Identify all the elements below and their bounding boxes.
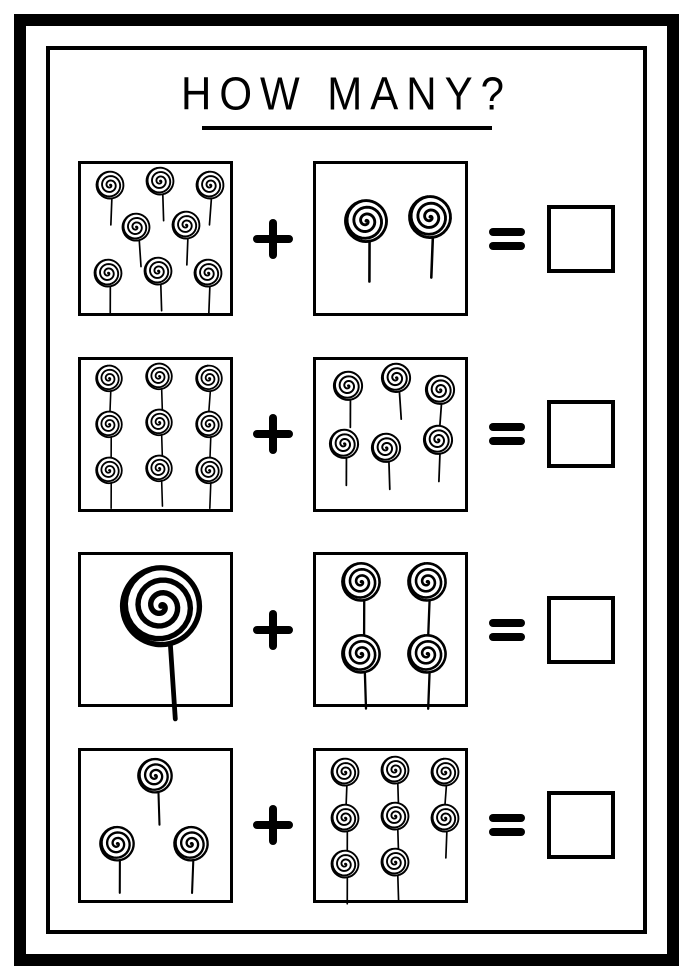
outer-frame: HOW MANY? bbox=[14, 14, 679, 966]
lollipop-icon bbox=[139, 454, 179, 513]
page-title: HOW MANY? bbox=[181, 68, 512, 121]
equals-icon bbox=[484, 607, 530, 653]
inner-frame: HOW MANY? bbox=[46, 46, 647, 934]
left-count-box bbox=[78, 552, 233, 707]
lollipop-icon bbox=[91, 825, 143, 900]
lollipop-icon bbox=[398, 633, 456, 716]
right-count-box bbox=[313, 748, 468, 903]
lollipop-icon bbox=[416, 424, 460, 488]
lollipop-icon bbox=[89, 456, 129, 515]
answer-box[interactable] bbox=[547, 596, 615, 664]
title-underline bbox=[202, 126, 492, 130]
equation-row bbox=[78, 357, 615, 512]
right-count-box bbox=[313, 552, 468, 707]
right-count-box bbox=[313, 357, 468, 512]
left-count-box bbox=[78, 357, 233, 512]
lollipop-icon bbox=[87, 258, 129, 320]
lollipop-icon bbox=[322, 428, 366, 492]
lollipop-icon bbox=[101, 563, 221, 730]
plus-icon bbox=[250, 411, 296, 457]
worksheet-page: HOW MANY? bbox=[0, 0, 693, 980]
equation-rows bbox=[78, 144, 615, 920]
lollipop-icon bbox=[189, 456, 229, 515]
lollipop-icon bbox=[364, 432, 408, 496]
plus-icon bbox=[250, 802, 296, 848]
lollipop-icon bbox=[324, 849, 366, 911]
plus-icon bbox=[250, 607, 296, 653]
answer-box[interactable] bbox=[547, 791, 615, 859]
equation-row bbox=[78, 161, 615, 316]
plus-icon bbox=[250, 216, 296, 262]
lollipop-icon bbox=[398, 194, 462, 285]
equals-icon bbox=[484, 216, 530, 262]
lollipop-icon bbox=[374, 847, 416, 909]
equation-row bbox=[78, 552, 615, 707]
title-block: HOW MANY? bbox=[78, 70, 615, 130]
right-count-box bbox=[313, 161, 468, 316]
lollipop-icon bbox=[165, 825, 217, 900]
answer-box[interactable] bbox=[547, 205, 615, 273]
equals-icon bbox=[484, 411, 530, 457]
lollipop-icon bbox=[334, 198, 398, 289]
left-count-box bbox=[78, 748, 233, 903]
lollipop-icon bbox=[187, 258, 229, 320]
lollipop-icon bbox=[374, 362, 418, 426]
equation-row bbox=[78, 748, 615, 903]
left-count-box bbox=[78, 161, 233, 316]
lollipop-icon bbox=[332, 633, 390, 716]
lollipop-icon bbox=[424, 803, 466, 865]
answer-box[interactable] bbox=[547, 400, 615, 468]
equals-icon bbox=[484, 802, 530, 848]
lollipop-icon bbox=[137, 256, 179, 318]
